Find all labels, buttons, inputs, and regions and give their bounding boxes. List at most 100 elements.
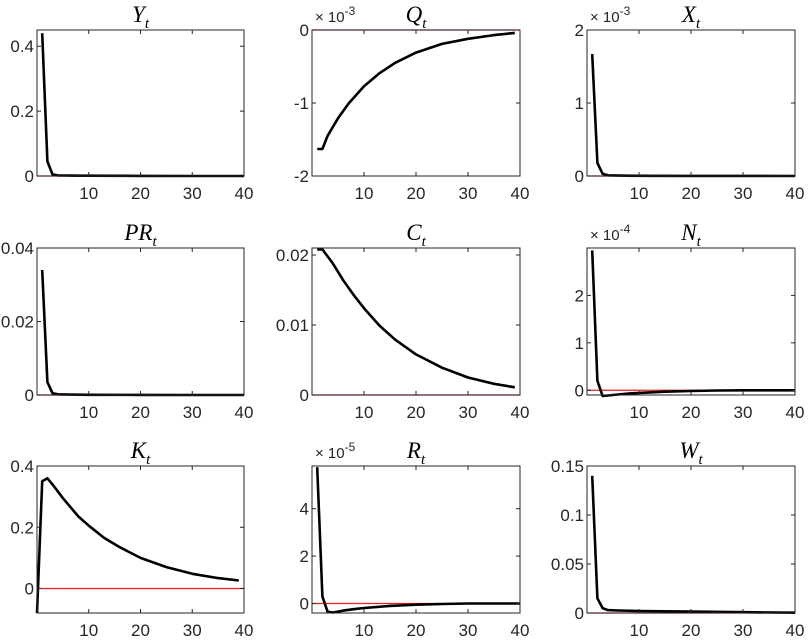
x-tick-label: 10 (630, 184, 649, 203)
x-tick-label: 20 (131, 403, 150, 422)
panel-2: 10 20 30 40 -2 -1 0 × 10-3 Qt (294, 2, 530, 203)
panel-title: Qt (406, 2, 428, 32)
x-tick-label: 30 (734, 403, 753, 422)
series-line (590, 250, 795, 398)
panel-9: 10 20 30 40 0 0.05 0.1 0.15 Wt (551, 438, 805, 640)
x-tick-label: 40 (511, 621, 530, 640)
series-line (40, 269, 244, 397)
x-tick-label: 20 (682, 621, 701, 640)
x-tick-label: 10 (630, 403, 649, 422)
x-tick-label: 10 (79, 403, 98, 422)
y-tick-label: 0.05 (551, 555, 584, 574)
x-tick-label: 20 (407, 184, 426, 203)
x-tick-label: 20 (682, 403, 701, 422)
x-tick-label: 40 (786, 621, 805, 640)
panel-title: Nt (680, 220, 701, 250)
series-line (40, 33, 244, 178)
axes-box (586, 465, 796, 614)
y-tick-label: 2 (300, 547, 309, 566)
y-tick-label: 4 (300, 500, 309, 519)
x-tick-label: 30 (734, 621, 753, 640)
panel-title: Yt (132, 2, 150, 32)
panel-title: Kt (130, 438, 151, 468)
y-tick-label: 0 (25, 580, 34, 599)
y-tick-label: 1 (575, 334, 584, 353)
panel-title: Xt (681, 2, 701, 32)
x-tick-label: 30 (183, 184, 202, 203)
panel-1: 10 20 30 40 0 0.2 0.4 Yt (10, 2, 253, 203)
x-tick-label: 30 (183, 403, 202, 422)
x-tick-label: 10 (355, 403, 374, 422)
x-tick-label: 20 (407, 621, 426, 640)
panel-title: Rt (406, 438, 426, 468)
y-tick-label: 0.04 (1, 239, 34, 258)
series-line (317, 31, 515, 151)
panel-5: 10 20 30 40 0 0.01 0.02 Ct (276, 220, 530, 422)
x-tick-label: 40 (235, 184, 254, 203)
y-tick-label: 0 (300, 21, 309, 40)
y-tick-label: 0 (25, 167, 34, 186)
x-tick-label: 40 (235, 621, 254, 640)
x-tick-label: 30 (183, 621, 202, 640)
panel-title: Wt (679, 438, 703, 468)
y-tick-label: 0 (575, 604, 584, 623)
y-tick-label: -2 (294, 167, 309, 186)
axes-box (311, 465, 521, 614)
x-tick-label: 40 (511, 403, 530, 422)
axes-box (586, 247, 796, 396)
x-tick-label: 40 (786, 184, 805, 203)
panel-6: 10 20 30 40 0 1 2 × 10-4 Nt (575, 220, 805, 422)
x-tick-label: 40 (786, 403, 805, 422)
x-tick-label: 30 (459, 403, 478, 422)
y-tick-label: 2 (575, 21, 584, 40)
panel-7: 10 20 30 40 0 0.2 0.4 Kt (10, 438, 253, 640)
y-tick-label: 0 (300, 595, 309, 614)
x-tick-label: 30 (459, 184, 478, 203)
y-tick-label: -1 (294, 94, 309, 113)
axis-exponent: × 10-4 (590, 222, 631, 244)
y-tick-label: 0 (300, 386, 309, 405)
x-tick-label: 30 (734, 184, 753, 203)
axis-exponent: × 10-5 (315, 440, 356, 462)
x-tick-label: 10 (79, 184, 98, 203)
y-tick-label: 0 (575, 381, 584, 400)
x-tick-label: 20 (131, 184, 150, 203)
y-tick-label: 0.4 (10, 37, 34, 56)
x-tick-label: 10 (630, 621, 649, 640)
y-tick-label: 0.15 (551, 457, 584, 476)
y-tick-label: 0.02 (276, 246, 309, 265)
panel-4: 10 20 30 40 0 0.02 0.04 PRt (1, 220, 254, 422)
panel-3: 10 20 30 40 0 1 2 × 10-3 Xt (575, 2, 805, 203)
y-tick-label: 0.2 (10, 518, 34, 537)
axes-box (311, 247, 521, 396)
y-tick-label: 1 (575, 94, 584, 113)
y-tick-label: 0.2 (10, 102, 34, 121)
series-line (317, 248, 516, 389)
x-tick-label: 20 (682, 184, 701, 203)
x-tick-label: 20 (407, 403, 426, 422)
x-tick-label: 10 (79, 621, 98, 640)
panel-title: Ct (406, 220, 426, 250)
series-line (590, 475, 796, 614)
series-line (315, 467, 520, 614)
y-tick-label: 0.4 (10, 457, 34, 476)
series-line (35, 476, 239, 614)
y-tick-label: 0 (25, 386, 34, 405)
x-tick-label: 30 (459, 621, 478, 640)
y-tick-label: 0.1 (560, 506, 584, 525)
x-tick-label: 20 (131, 621, 150, 640)
y-tick-label: 0 (575, 167, 584, 186)
panel-8: 10 20 30 40 0 2 4 × 10-5 Rt (300, 438, 530, 640)
panel-title: PRt (123, 220, 157, 250)
axis-exponent: × 10-3 (315, 4, 356, 26)
x-tick-label: 40 (235, 403, 254, 422)
axis-exponent: × 10-3 (590, 4, 631, 26)
axes-box (36, 29, 245, 177)
axes-box (586, 29, 796, 177)
x-tick-label: 10 (355, 621, 374, 640)
y-tick-label: 0.02 (1, 313, 34, 332)
axes-box (36, 465, 245, 614)
axes-box (36, 247, 245, 396)
